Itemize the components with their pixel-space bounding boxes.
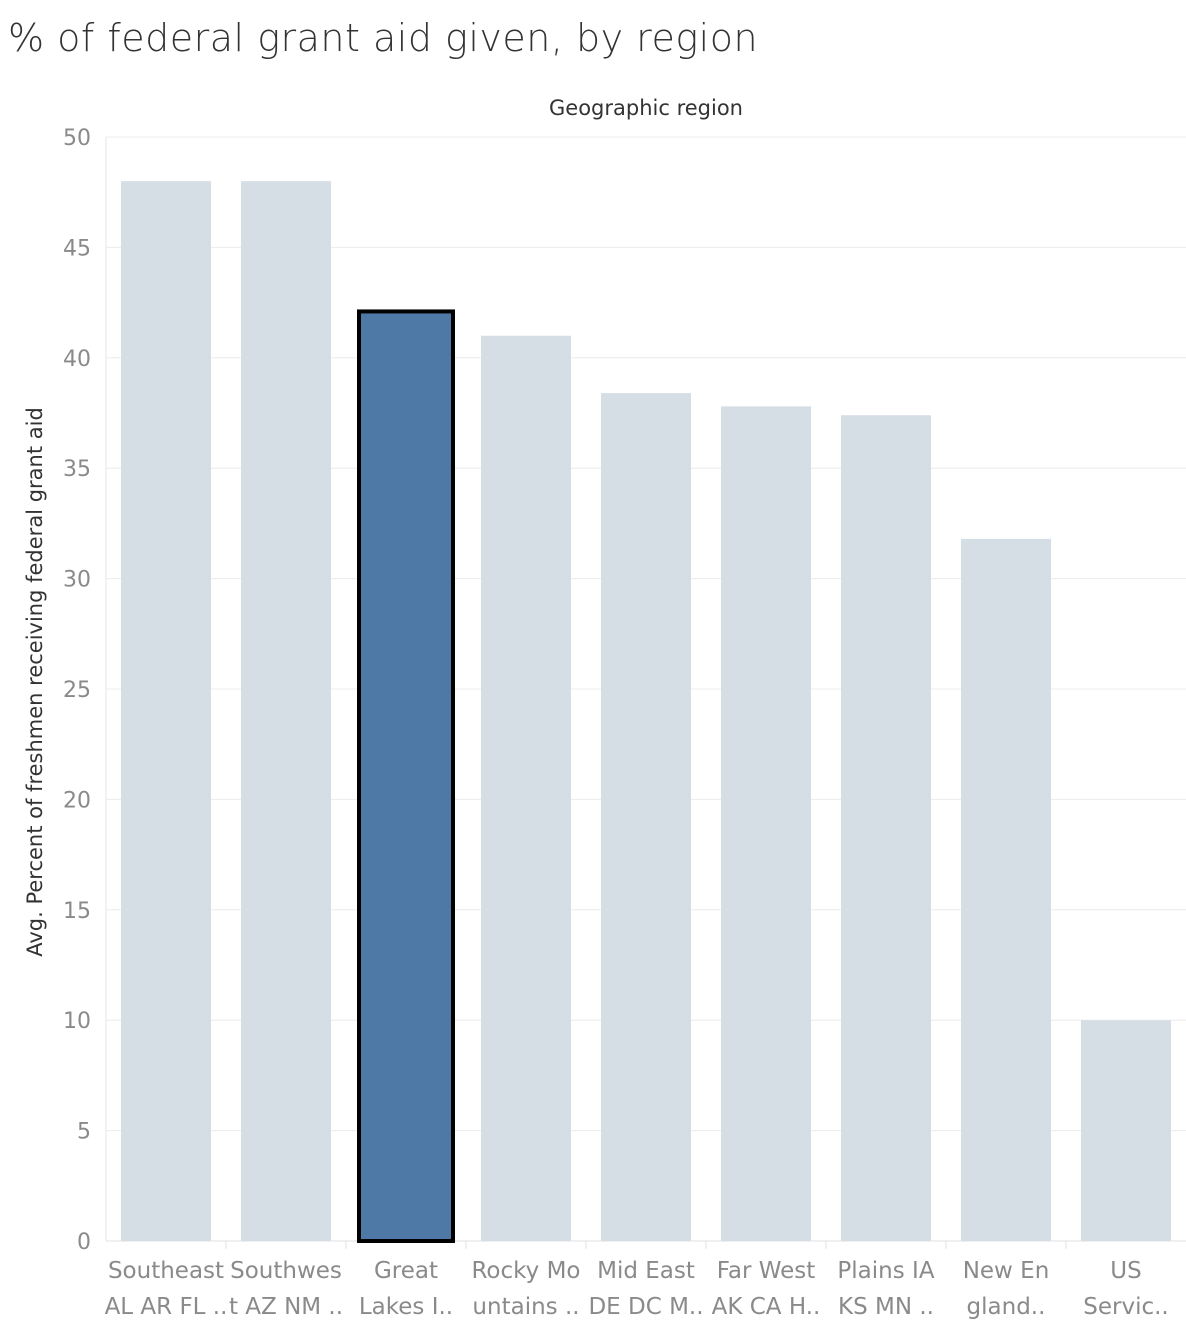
y-axis-title: Avg. Percent of freshmen receiving feder…: [23, 407, 47, 957]
bar: [601, 393, 691, 1241]
x-tick-label: Servic..: [1083, 1294, 1168, 1320]
x-tick-label: Southeast: [108, 1258, 224, 1284]
bar-highlighted: [357, 309, 455, 1243]
bars: [121, 181, 1171, 1243]
y-tick-label: 20: [63, 788, 91, 813]
column-header-label: Geographic region: [549, 96, 743, 120]
y-tick-label: 40: [63, 347, 91, 372]
x-tick-label: Lakes I..: [359, 1294, 453, 1320]
y-tick-label: 45: [63, 236, 91, 261]
x-tick-label: Plains IA: [837, 1258, 934, 1284]
x-tick-label: t AZ NM ..: [229, 1294, 343, 1320]
bar: [1081, 1020, 1171, 1241]
x-tick-label: DE DC M..: [588, 1294, 703, 1320]
x-tick-label: gland..: [967, 1294, 1046, 1320]
x-tick-label: AL AR FL ..: [105, 1294, 228, 1320]
y-tick-label: 0: [77, 1230, 91, 1255]
x-tick-label: KS MN ..: [838, 1294, 934, 1320]
x-tick-label: US: [1110, 1258, 1141, 1284]
chart-title: % of federal grant aid given, by region: [8, 16, 759, 60]
x-axis-ticks: Southeast AL AR FL ..Southwes t AZ NM .. Gr…: [105, 1258, 1169, 1320]
x-tick-label: Rocky Mo: [471, 1258, 580, 1284]
bar: [721, 406, 811, 1242]
x-tick-label: New En: [963, 1258, 1050, 1284]
y-tick-label: 35: [63, 457, 91, 482]
x-tick-label: Far West: [717, 1258, 816, 1284]
y-tick-label: 25: [63, 678, 91, 703]
y-tick-label: 50: [63, 126, 91, 151]
x-tick-label: untains ..: [472, 1294, 579, 1320]
bar: [121, 181, 211, 1241]
x-tick-label: Mid East: [597, 1258, 695, 1284]
x-tick-label: Southwes: [230, 1258, 342, 1284]
x-tick-label: AK CA H..: [712, 1294, 821, 1320]
y-tick-label: 5: [77, 1120, 91, 1145]
bar: [961, 538, 1051, 1241]
y-tick-label: 10: [63, 1009, 91, 1034]
y-tick-label: 30: [63, 568, 91, 593]
x-tick-label: Great: [374, 1258, 438, 1284]
bar: [481, 335, 571, 1242]
bar: [841, 415, 931, 1241]
bar: [241, 181, 331, 1241]
y-tick-label: 15: [63, 899, 91, 924]
y-axis-ticks: 0 5 10 15 20 25 30 35 40 45 50: [63, 126, 91, 1255]
